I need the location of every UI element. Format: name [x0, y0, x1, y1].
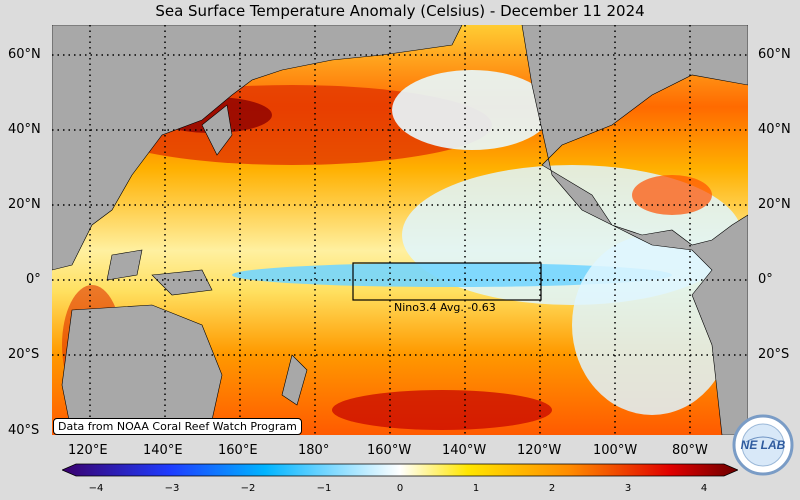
lon-label-120e: 120°E	[68, 443, 108, 458]
colorbar-tick-minus2: −2	[240, 483, 256, 494]
lon-label-180: 180°	[298, 443, 330, 458]
colorbar-tick-0: 0	[396, 483, 404, 494]
lat-label-60n-left: 60°N	[8, 47, 41, 62]
nino34-average-label: Nino3.4 Avg. -0.63	[394, 301, 496, 314]
map-title: Sea Surface Temperature Anomaly (Celsius…	[155, 2, 645, 20]
south-pacific-hotspot	[332, 390, 552, 430]
colorbar-tick-3: 3	[624, 483, 632, 494]
data-credit: Data from NOAA Coral Reef Watch Program	[53, 418, 302, 435]
lat-label-60n-right: 60°N	[758, 47, 791, 62]
nino34-box	[352, 262, 542, 301]
colorbar-tick-4: 4	[700, 483, 708, 494]
colorbar-tick-minus1: −1	[316, 483, 332, 494]
south-east-pacific-cool	[572, 235, 732, 415]
colorbar	[62, 463, 738, 477]
sst-anomaly-map	[52, 25, 748, 435]
lon-label-160w: 160°W	[367, 443, 412, 458]
lat-label-40s-left: 40°S	[8, 423, 40, 438]
new-zealand-land	[281, 354, 308, 406]
lat-label-40n-right: 40°N	[758, 122, 791, 137]
lat-label-40n-left: 40°N	[8, 122, 41, 137]
lat-label-20s-right: 20°S	[758, 347, 790, 362]
lat-label-0-left: 0°	[26, 272, 41, 287]
indonesia-land	[106, 249, 143, 281]
colorbar-tick-minus4: −4	[88, 483, 104, 494]
australia-land	[61, 304, 223, 435]
nexlab-logo-icon: NE LAB	[732, 414, 794, 476]
americas-land	[521, 25, 748, 435]
landmasses	[52, 25, 748, 435]
colorbar-tick-minus3: −3	[164, 483, 180, 494]
lon-label-80w: 80°W	[672, 443, 708, 458]
lat-label-20n-left: 20°N	[8, 197, 41, 212]
lon-label-160e: 160°E	[218, 443, 258, 458]
graticule	[52, 25, 748, 435]
colorbar-tick-1: 1	[472, 483, 480, 494]
gulf-alaska-cool	[392, 70, 552, 150]
new-guinea-land	[151, 269, 213, 296]
equatorial-cold-tongue	[232, 263, 672, 287]
lon-label-140w: 140°W	[442, 443, 487, 458]
svg-text:NE LAB: NE LAB	[741, 438, 786, 452]
lon-label-140e: 140°E	[143, 443, 183, 458]
lon-label-100w: 100°W	[593, 443, 638, 458]
lat-label-20s-left: 20°S	[8, 347, 40, 362]
lat-label-20n-right: 20°N	[758, 197, 791, 212]
lon-label-120w: 120°W	[517, 443, 562, 458]
lat-label-0-right: 0°	[758, 272, 773, 287]
gulf-mexico-warm	[632, 175, 712, 215]
asia-land	[52, 25, 463, 271]
colorbar-tick-2: 2	[548, 483, 556, 494]
